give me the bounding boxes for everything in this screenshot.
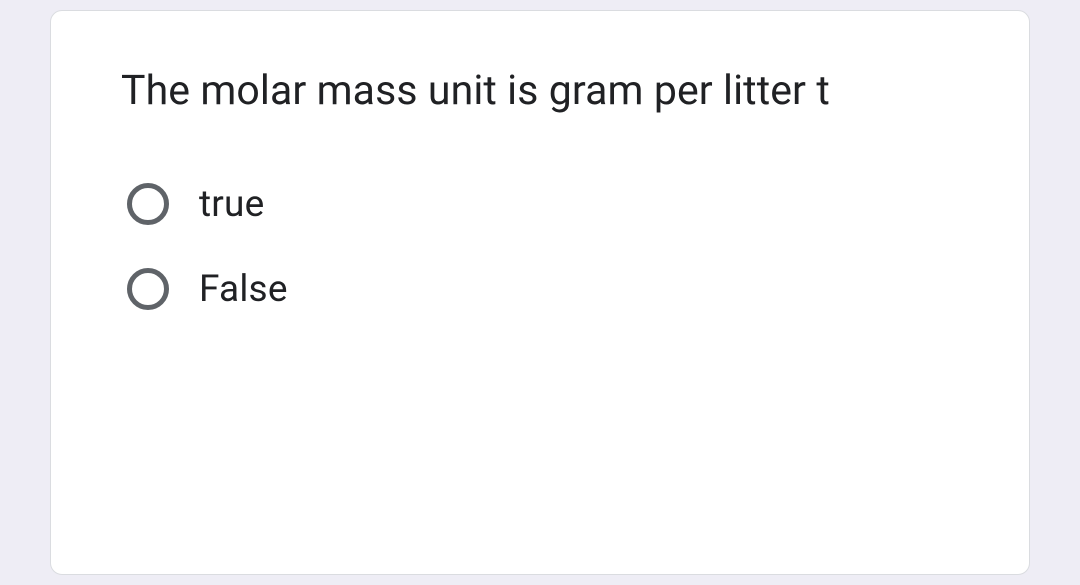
question-text: The molar mass unit is gram per litter t bbox=[121, 61, 959, 123]
option-true[interactable]: true bbox=[127, 183, 959, 226]
radio-icon bbox=[127, 183, 169, 225]
option-false[interactable]: False bbox=[127, 268, 959, 311]
radio-icon bbox=[127, 268, 169, 310]
option-label: true bbox=[199, 183, 264, 226]
option-label: False bbox=[199, 268, 288, 311]
question-card: The molar mass unit is gram per litter t… bbox=[50, 10, 1030, 575]
options-group: true False bbox=[121, 183, 959, 311]
